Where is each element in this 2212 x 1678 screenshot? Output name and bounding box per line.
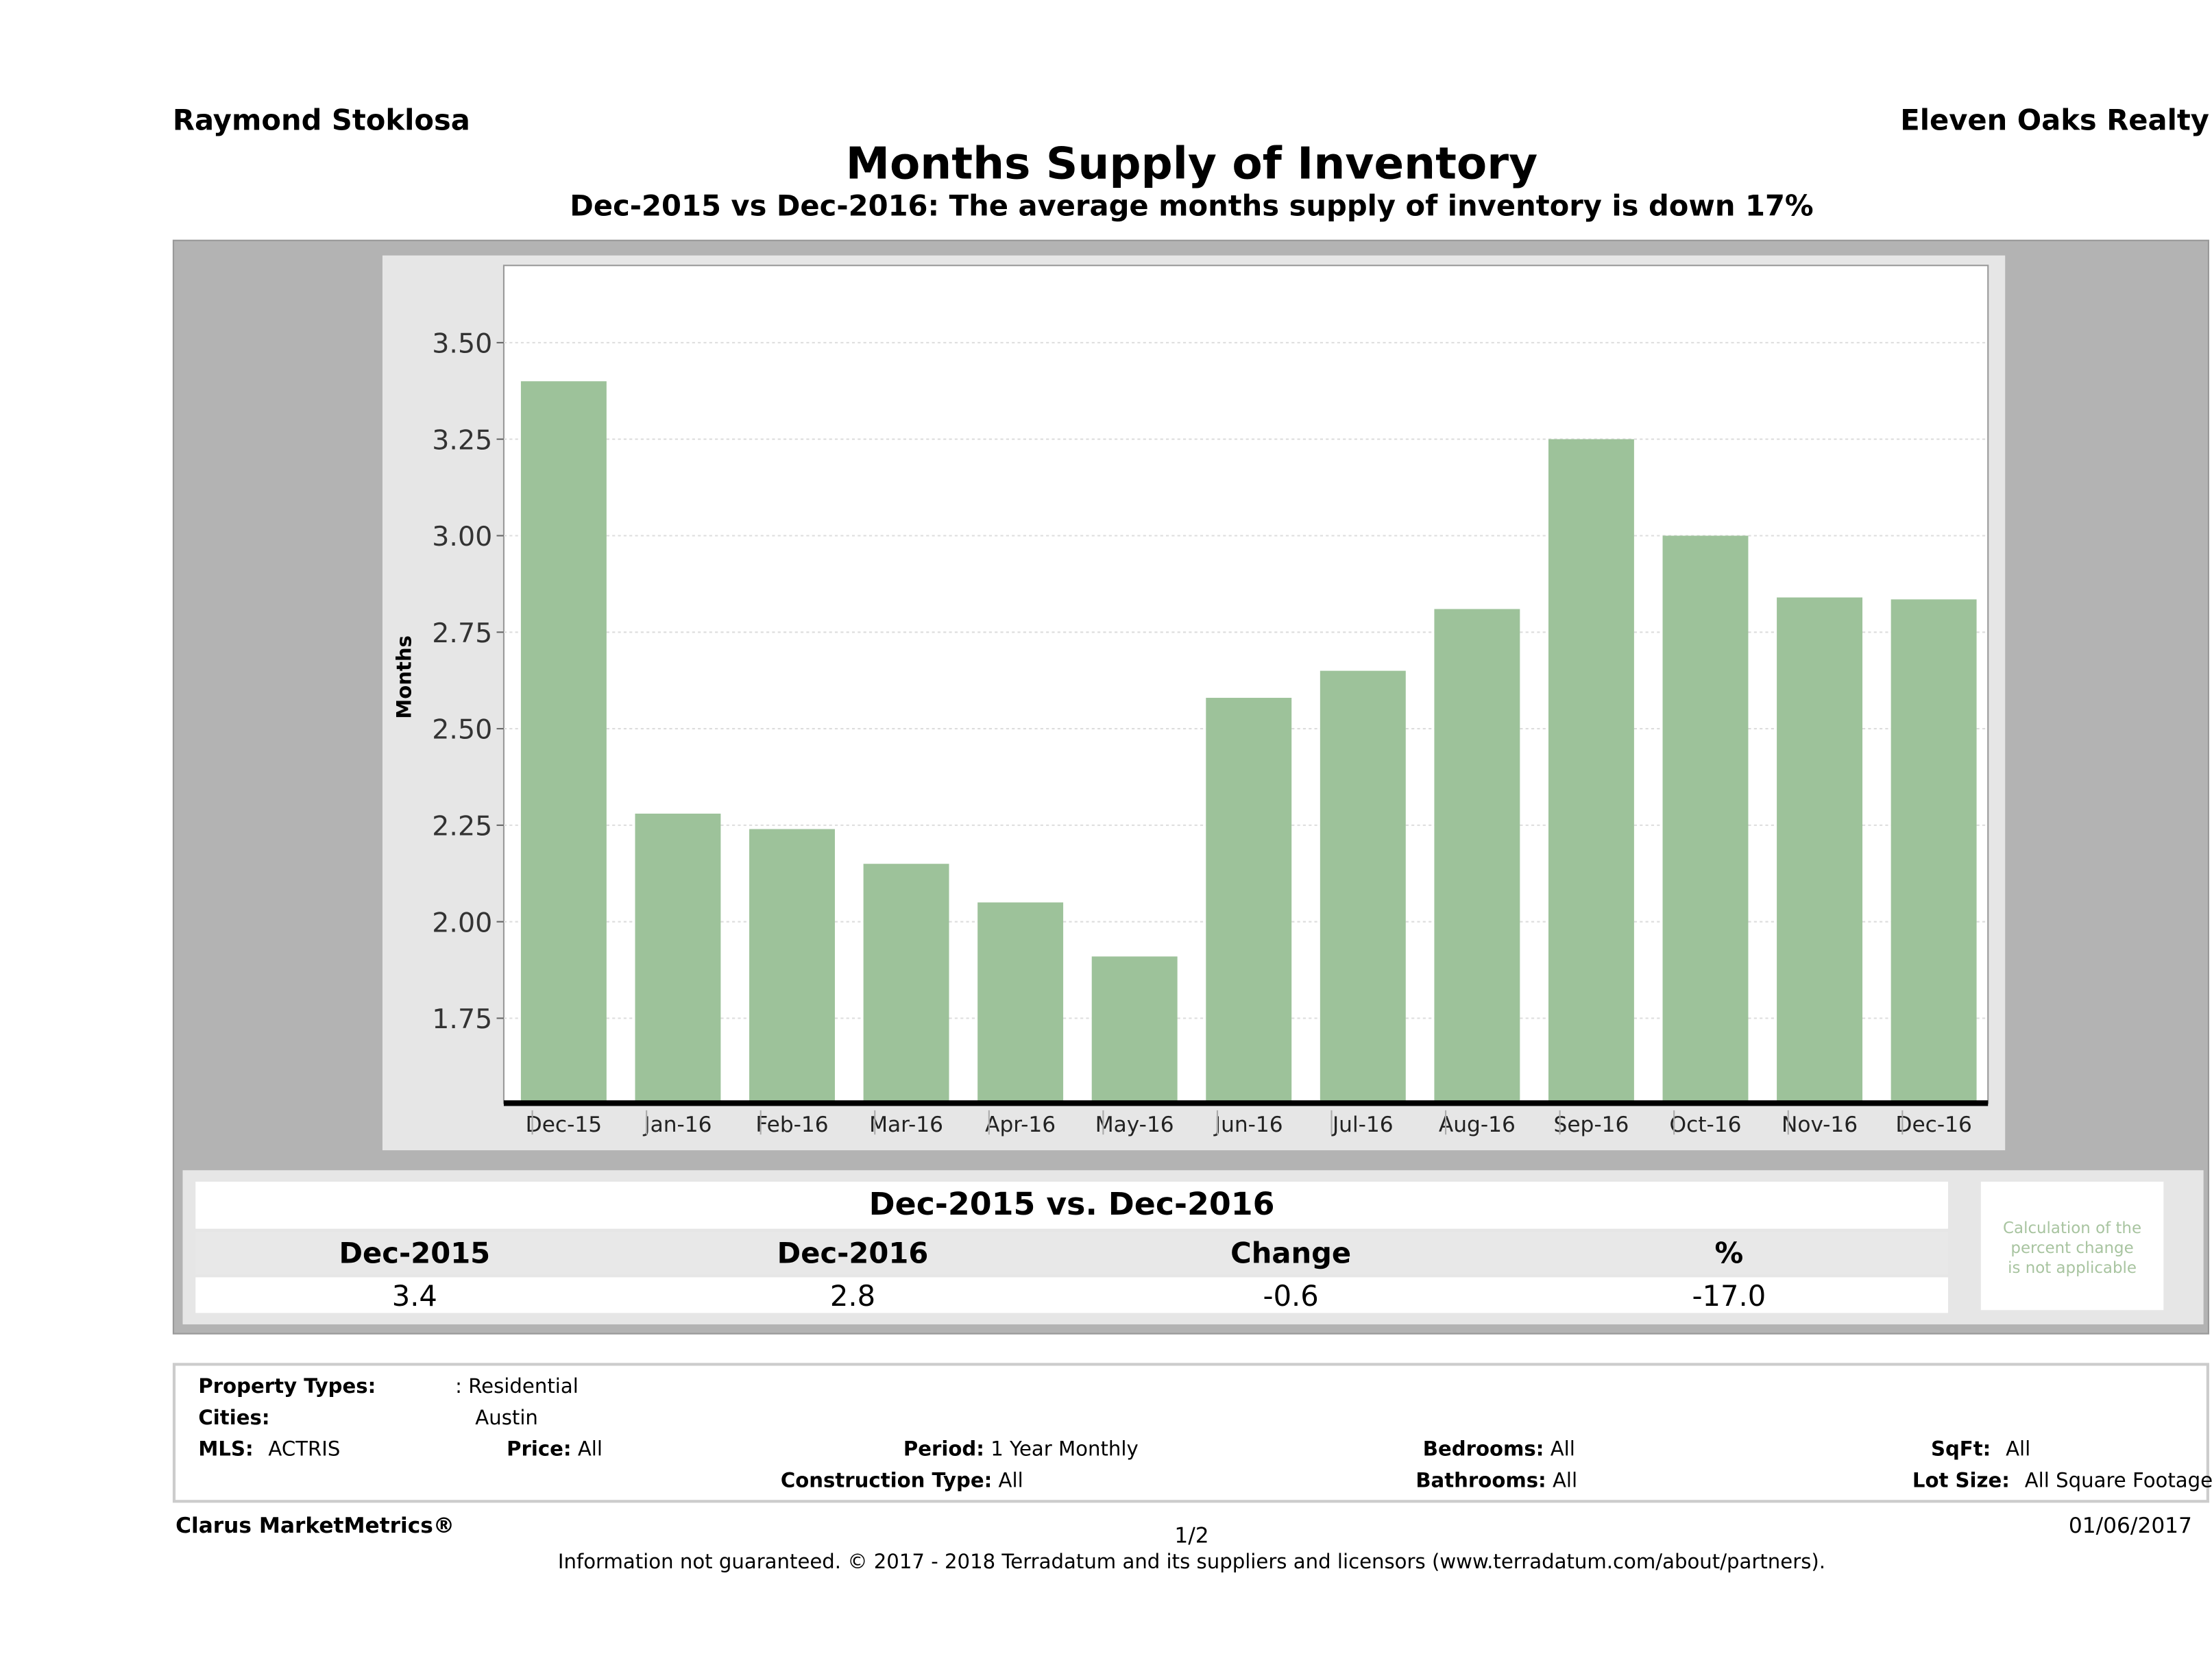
y-tick-label: 2.25 [432, 810, 492, 842]
agent-name: Raymond Stoklosa [172, 102, 470, 137]
company-name: Eleven Oaks Realty [1900, 102, 2209, 137]
header-change: Change [1230, 1236, 1352, 1270]
comparison-title: Dec-2015 vs. Dec-2016 [195, 1181, 1948, 1229]
note-line: is not applicable [2008, 1258, 2137, 1278]
bar [1662, 535, 1749, 1104]
price-value: All [577, 1438, 603, 1461]
cities-value: Austin [475, 1407, 538, 1431]
x-tick-label: Oct-16 [1670, 1112, 1742, 1137]
filter-summary: Property Types: : Residential Cities: Au… [172, 1363, 2212, 1503]
lot-size-label: Lot Size: [1912, 1470, 2010, 1493]
page-number: 1/2 [1174, 1522, 1209, 1548]
construction-value: All [998, 1470, 1023, 1493]
bar [1777, 597, 1863, 1104]
mls-label: MLS: [198, 1438, 254, 1461]
bar [1434, 609, 1520, 1104]
price-label: Price: [507, 1438, 572, 1461]
property-types-label: Property Types: [198, 1376, 376, 1399]
report-date: 01/06/2017 [2068, 1512, 2192, 1539]
note-line: percent change [2010, 1239, 2134, 1258]
property-types-value: : Residential [455, 1376, 579, 1399]
value-dec-2015: 3.4 [391, 1278, 437, 1313]
comparison-title-text: Dec-2015 vs. Dec-2016 [868, 1187, 1275, 1224]
x-tick-label: Mar-16 [869, 1112, 943, 1137]
bar [1206, 698, 1292, 1104]
report-subtitle: Dec-2015 vs Dec-2016: The average months… [570, 188, 1814, 223]
bar [863, 864, 949, 1104]
y-axis-label: Months [393, 635, 416, 719]
bar [1091, 956, 1178, 1104]
value-change: -0.6 [1263, 1278, 1319, 1313]
y-tick-label: 1.75 [432, 1004, 492, 1035]
y-tick-label: 2.50 [432, 714, 492, 746]
y-tick-label: 3.00 [432, 521, 492, 552]
x-tick-label: Dec-15 [526, 1112, 602, 1137]
bar [1548, 439, 1634, 1104]
x-tick-label: Jun-16 [1213, 1112, 1283, 1137]
x-tick-label: Aug-16 [1439, 1112, 1516, 1137]
sqft-value: All [2006, 1438, 2031, 1461]
x-tick-label: May-16 [1095, 1112, 1174, 1137]
x-tick-label: Feb-16 [755, 1112, 828, 1137]
y-tick-label: 3.50 [432, 328, 492, 359]
lot-size-value: All Square Footage [2024, 1470, 2212, 1493]
period-label: Period: [903, 1438, 984, 1461]
bedrooms-label: Bedrooms: [1422, 1438, 1544, 1461]
period-value: 1 Year Monthly [990, 1438, 1139, 1461]
report-title: Months Supply of Inventory [845, 138, 1538, 190]
mls-value: ACTRIS [268, 1438, 341, 1461]
brand: Clarus MarketMetrics® [175, 1512, 455, 1539]
bar [749, 829, 835, 1104]
header-dec-2016: Dec-2016 [777, 1236, 929, 1270]
header-dec-2015: Dec-2015 [339, 1236, 491, 1270]
y-tick-label: 2.00 [432, 907, 492, 938]
cities-label: Cities: [198, 1407, 270, 1431]
value-dec-2016: 2.8 [829, 1278, 876, 1313]
bar [635, 813, 721, 1104]
y-tick-label: 3.25 [432, 424, 492, 456]
x-tick-label: Dec-16 [1895, 1112, 1971, 1137]
header-percent: % [1714, 1236, 1744, 1270]
value-percent: -17.0 [1692, 1278, 1766, 1313]
x-tick-label: Sep-16 [1554, 1112, 1629, 1137]
percent-note: Calculation of the percent change is not… [1980, 1181, 2164, 1311]
bathrooms-value: All [1552, 1470, 1578, 1493]
comparison-value-row: 3.4 2.8 -0.6 -17.0 [195, 1277, 1948, 1313]
copyright: Information not guaranteed. © 2017 - 201… [557, 1551, 1826, 1574]
x-tick-label: Jul-16 [1331, 1112, 1394, 1137]
bar [1891, 599, 1977, 1104]
note-line: Calculation of the [2003, 1219, 2142, 1238]
bar [1320, 670, 1406, 1104]
bathrooms-label: Bathrooms: [1415, 1470, 1546, 1493]
bar [977, 902, 1064, 1104]
x-tick-label: Jan-16 [642, 1112, 712, 1137]
bar [520, 381, 607, 1104]
construction-label: Construction Type: [780, 1470, 993, 1493]
bedrooms-value: All [1550, 1438, 1575, 1461]
x-tick-label: Nov-16 [1782, 1112, 1858, 1137]
comparison-header-row: Dec-2015 Dec-2016 Change % [195, 1231, 1948, 1275]
sqft-label: SqFt: [1930, 1438, 1991, 1461]
x-tick-label: Apr-16 [985, 1112, 1056, 1137]
y-tick-label: 2.75 [432, 618, 492, 649]
